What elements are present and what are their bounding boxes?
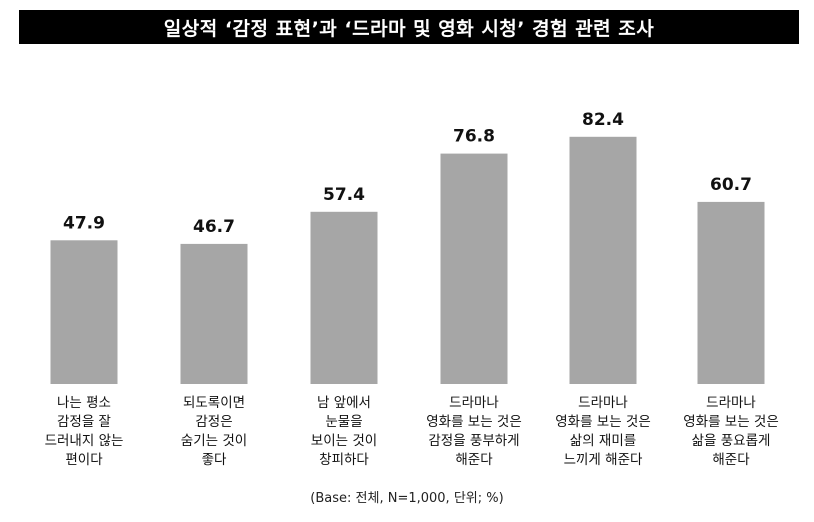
value-label-4: 76.8 — [453, 127, 495, 147]
bar-3 — [310, 211, 378, 384]
bar-5 — [569, 136, 637, 384]
value-label-5: 82.4 — [582, 110, 624, 130]
bar-2 — [180, 243, 248, 384]
category-label-6: 드라마나 영화를 보는 것은 삶을 풍요롭게 해준다 — [683, 395, 779, 468]
chart-title: 일상적 ‘감정 표현’과 ‘드라마 및 영화 시청’ 경험 관련 조사 — [19, 10, 799, 44]
value-label-3: 57.4 — [323, 185, 365, 205]
bar-4 — [440, 153, 508, 384]
category-label-4: 드라마나 영화를 보는 것은 감정을 풍부하게 해준다 — [426, 395, 522, 468]
value-label-2: 46.7 — [193, 217, 235, 237]
category-label-3: 남 앞에서 눈물을 보이는 것이 창피하다 — [311, 395, 377, 468]
category-label-2: 되도록이면 감정은 숨기는 것이 좋다 — [181, 395, 247, 468]
bar-6 — [697, 201, 765, 384]
base-footnote: (Base: 전체, N=1,000, 단위; %) — [310, 491, 504, 506]
category-label-1: 나는 평소 감정을 잘 드러내지 않는 편이다 — [45, 395, 124, 468]
bar-1 — [50, 240, 118, 384]
value-label-1: 47.9 — [63, 213, 105, 233]
category-label-5: 드라마나 영화를 보는 것은 삶의 재미를 느끼게 해준다 — [555, 395, 651, 468]
value-label-6: 60.7 — [710, 175, 752, 195]
